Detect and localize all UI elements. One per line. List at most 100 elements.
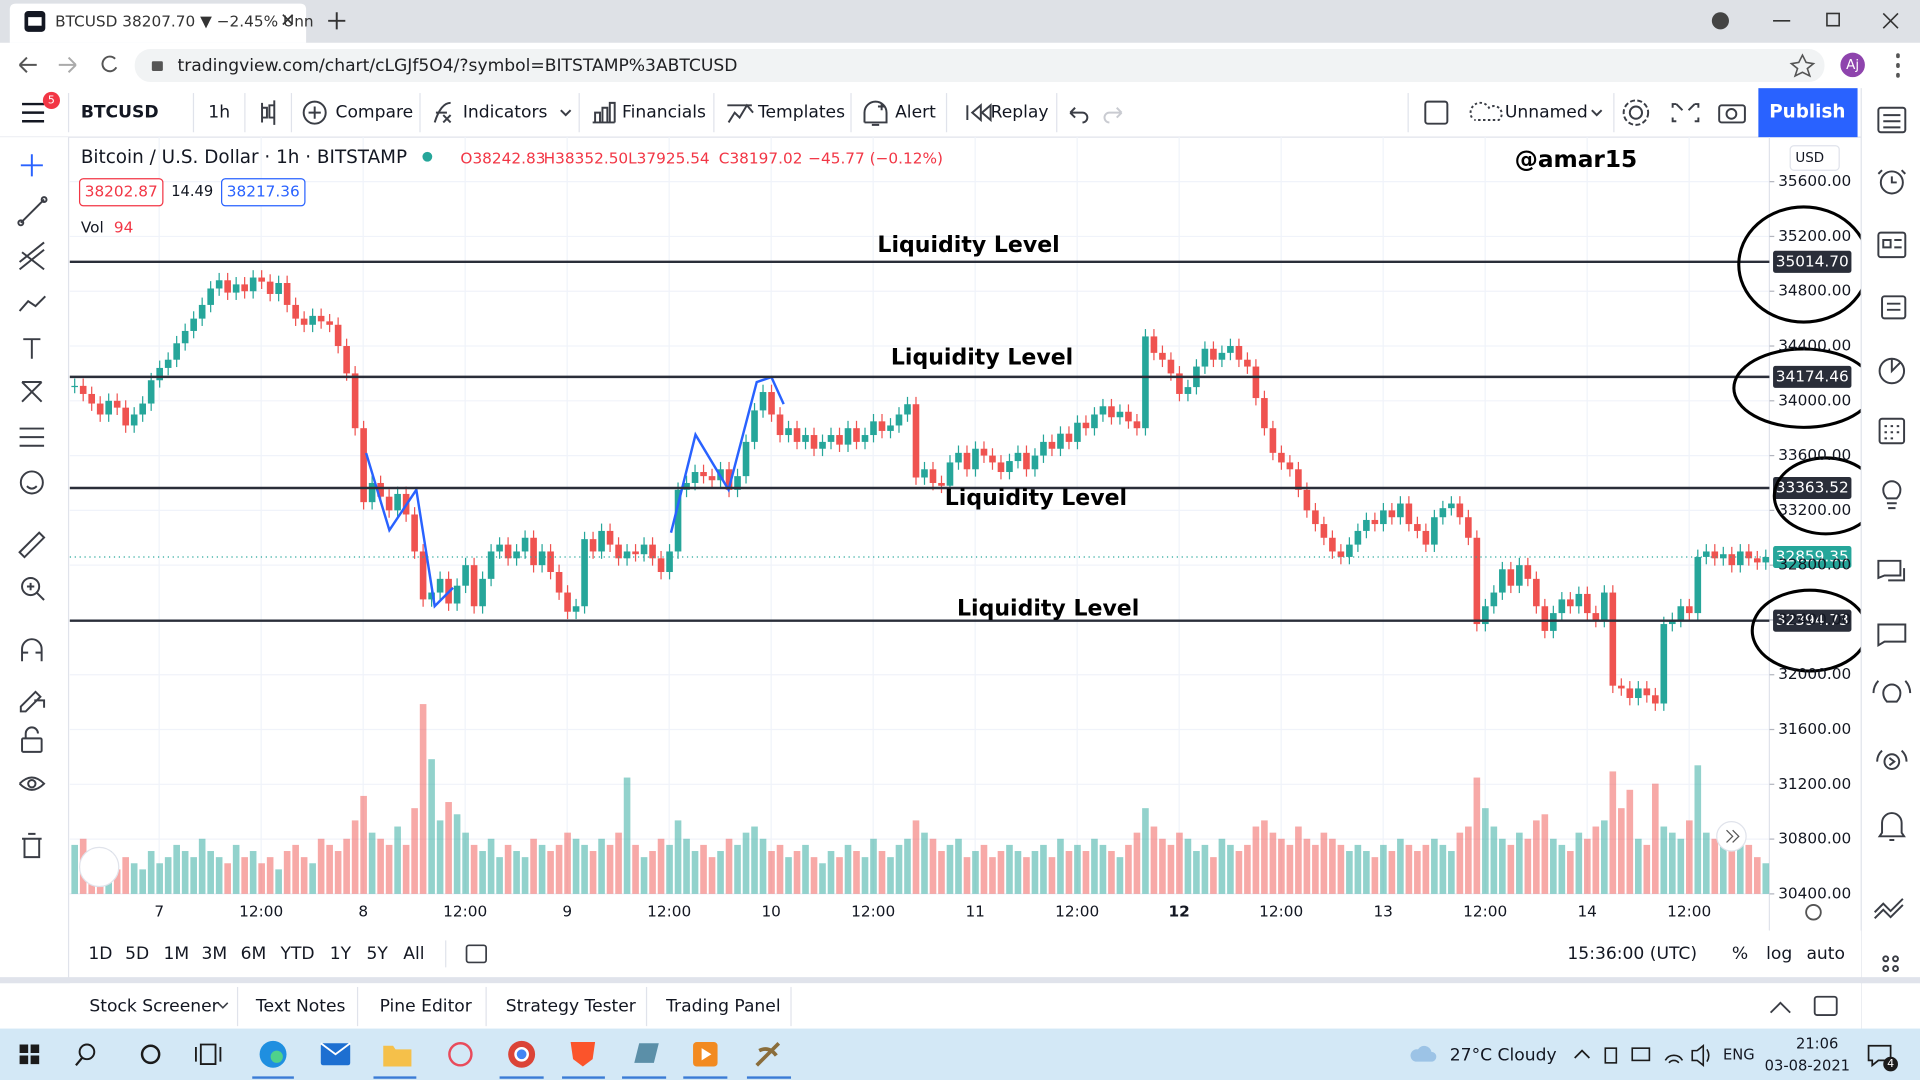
level-price-tag	[1773, 250, 1852, 273]
widget-bar[interactable]	[1872, 106, 1912, 972]
period-button[interactable]: All	[403, 944, 424, 964]
toolbar-item[interactable]: Templates	[757, 103, 845, 123]
new-tab[interactable]	[328, 12, 346, 30]
scroll-right[interactable]	[1716, 821, 1747, 852]
close-window[interactable]	[1882, 12, 1899, 29]
candle-body	[309, 315, 316, 325]
reload[interactable]	[101, 55, 118, 73]
tab-search[interactable]	[1711, 12, 1729, 30]
ask-price[interactable]: 38217.36	[227, 183, 300, 201]
back[interactable]	[18, 56, 37, 73]
active-tab[interactable]	[9, 3, 307, 43]
toolbar-item[interactable]: Indicators	[463, 103, 548, 123]
candle-body	[1269, 428, 1277, 453]
tab-close[interactable]	[282, 14, 294, 26]
candle-body	[1278, 452, 1285, 463]
volume-bar	[1762, 863, 1770, 894]
period-button[interactable]: 1M	[163, 944, 189, 964]
scroll-arrow	[1726, 829, 1740, 843]
toolbar-icons	[261, 99, 1746, 126]
period-button[interactable]: 1D	[88, 944, 112, 964]
volume-bar	[181, 851, 189, 894]
bookmark[interactable]	[1789, 53, 1816, 78]
drawing-tools[interactable]	[17, 154, 48, 859]
bottom-tab[interactable]: Stock Screener	[89, 997, 219, 1017]
candle-body	[946, 462, 954, 486]
toolbar-item[interactable]: Financials	[622, 103, 706, 123]
axis-settings[interactable]	[1805, 903, 1822, 921]
tv-logo[interactable]	[78, 846, 120, 888]
volume-bar	[360, 795, 367, 894]
interval[interactable]: 1h	[208, 103, 230, 123]
toolbar-item[interactable]: Replay	[991, 103, 1049, 123]
candle-body	[929, 469, 937, 483]
candle-body	[1533, 578, 1540, 607]
volume-bar	[895, 844, 903, 894]
volume-bar	[1609, 771, 1617, 894]
volume-bar	[615, 832, 622, 894]
scale-option[interactable]: log	[1766, 944, 1792, 964]
currency[interactable]: USD	[1795, 151, 1824, 166]
publish-label[interactable]: Publish	[1769, 102, 1845, 123]
candle-body	[249, 277, 257, 292]
system-tray[interactable]	[1410, 1044, 1898, 1072]
date-range-icon[interactable]	[465, 944, 487, 964]
maximize[interactable]	[1826, 12, 1840, 27]
candle-body	[921, 469, 928, 478]
currency-select[interactable]	[1789, 145, 1840, 171]
bottom-tab[interactable]: Pine Editor	[380, 997, 473, 1017]
bottom-tab[interactable]: Text Notes	[255, 997, 346, 1017]
volume-bar	[1482, 808, 1489, 894]
y-tick-label: 31600.00	[1778, 720, 1851, 738]
candle-body	[428, 592, 435, 600]
volume-bar	[190, 857, 197, 894]
period-button[interactable]: 3M	[201, 944, 227, 964]
candle-body	[334, 324, 342, 347]
maximize-panel[interactable]	[1813, 995, 1838, 1017]
candle-body	[649, 544, 656, 559]
period-button[interactable]: 5D	[125, 944, 149, 964]
expand-panel[interactable]	[1769, 1001, 1791, 1014]
symbol[interactable]: BTCUSD	[81, 103, 159, 123]
candle-body	[1439, 508, 1447, 518]
candle-body	[1601, 592, 1608, 620]
candle-body	[453, 585, 461, 604]
period-button[interactable]: YTD	[279, 944, 314, 964]
publish-button[interactable]	[1758, 88, 1858, 138]
layout-name[interactable]: Unnamed	[1505, 103, 1588, 123]
volume-bar	[300, 857, 308, 894]
profile-avatar[interactable]	[1840, 52, 1865, 78]
candle-body	[708, 476, 716, 481]
volume-bar	[921, 832, 928, 894]
toolbar-item[interactable]: Alert	[895, 103, 936, 123]
main-menu[interactable]	[22, 102, 45, 123]
period-button[interactable]: 6M	[241, 944, 267, 964]
volume-bar	[334, 851, 342, 894]
candle-body	[1150, 336, 1158, 353]
bid-price[interactable]: 38202.87	[85, 183, 158, 201]
candle-body	[164, 359, 172, 368]
candle-body	[1686, 606, 1693, 614]
annotations: Liquidity Level 35014.70 Liquidity Level 34…	[69, 205, 1879, 673]
omnibox[interactable]	[134, 48, 1825, 83]
screener-dropdown[interactable]	[217, 1002, 229, 1009]
scale-option[interactable]: auto	[1806, 944, 1845, 964]
candle-body	[1329, 537, 1336, 552]
volume-bar	[887, 857, 894, 894]
bottom-tab[interactable]: Strategy Tester	[506, 997, 637, 1017]
candle-body	[1753, 558, 1761, 563]
volume-bar	[232, 844, 240, 894]
candle-body	[156, 367, 163, 381]
scale-option[interactable]: %	[1732, 944, 1748, 964]
x-tick-label: 12:00	[1667, 903, 1711, 921]
taskbar-icons[interactable]	[19, 1040, 781, 1068]
candle-body	[1762, 556, 1770, 563]
toolbar-item[interactable]: Compare	[336, 103, 414, 123]
volume-bar	[700, 844, 707, 894]
forward[interactable]	[58, 56, 77, 73]
period-button[interactable]: 1Y	[330, 944, 352, 964]
bottom-tab[interactable]: Trading Panel	[665, 997, 780, 1017]
x-tick-label: 11	[965, 903, 984, 921]
period-button[interactable]: 5Y	[366, 944, 388, 964]
candle-body	[1643, 688, 1651, 696]
